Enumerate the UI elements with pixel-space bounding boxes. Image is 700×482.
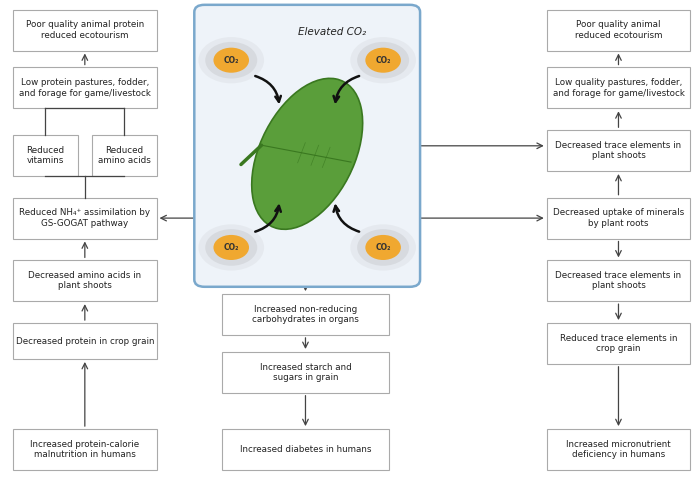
Ellipse shape [252,79,363,229]
FancyBboxPatch shape [547,67,690,108]
Circle shape [350,37,416,83]
Text: CO₂: CO₂ [375,56,391,65]
FancyBboxPatch shape [222,352,389,393]
FancyBboxPatch shape [547,198,690,239]
Text: Decreased protein in crop grain: Decreased protein in crop grain [15,336,154,346]
Text: Low protein pastures, fodder,
and forage for game/livestock: Low protein pastures, fodder, and forage… [19,78,150,98]
Circle shape [214,48,249,73]
FancyBboxPatch shape [547,323,690,364]
Text: Reduced NH₄⁺ assimilation by
GS-GOGAT pathway: Reduced NH₄⁺ assimilation by GS-GOGAT pa… [20,208,150,228]
FancyBboxPatch shape [547,10,690,51]
Text: Decreased uptake of minerals
by plant roots: Decreased uptake of minerals by plant ro… [553,208,684,228]
FancyBboxPatch shape [13,198,157,239]
Text: Reduced trace elements in
crop grain: Reduced trace elements in crop grain [560,334,677,353]
Circle shape [365,48,401,73]
FancyBboxPatch shape [547,429,690,470]
Text: CO₂: CO₂ [375,243,391,252]
Text: Elevated CO₂: Elevated CO₂ [298,27,366,37]
Circle shape [357,229,409,266]
FancyBboxPatch shape [547,260,690,301]
Text: Decreased trace elements in
plant shoots: Decreased trace elements in plant shoots [555,271,682,291]
Circle shape [205,42,257,79]
Circle shape [205,229,257,266]
Text: Increased starch and
sugars in grain: Increased starch and sugars in grain [260,362,351,382]
Text: CO₂: CO₂ [223,56,239,65]
Text: Increased protein-calorie
malnutrition in humans: Increased protein-calorie malnutrition i… [30,440,139,459]
Text: Decreased amino acids in
plant shoots: Decreased amino acids in plant shoots [28,271,141,291]
Text: Decreased trace elements in
plant shoots: Decreased trace elements in plant shoots [555,141,682,161]
FancyBboxPatch shape [195,5,420,287]
FancyBboxPatch shape [222,294,389,335]
FancyBboxPatch shape [13,323,157,359]
FancyBboxPatch shape [547,130,690,171]
Circle shape [350,224,416,270]
Circle shape [365,235,401,260]
Text: Increased non-reducing
carbohydrates in organs: Increased non-reducing carbohydrates in … [252,305,359,324]
FancyBboxPatch shape [13,135,78,176]
Text: Low quality pastures, fodder,
and forage for game/livestock: Low quality pastures, fodder, and forage… [552,78,685,98]
Circle shape [357,42,409,79]
Circle shape [198,37,264,83]
Text: Increased micronutrient
deficiency in humans: Increased micronutrient deficiency in hu… [566,440,671,459]
Text: Increased diabetes in humans: Increased diabetes in humans [239,445,371,454]
FancyBboxPatch shape [13,67,157,108]
FancyBboxPatch shape [13,260,157,301]
FancyBboxPatch shape [92,135,157,176]
Text: Reduced
amino acids: Reduced amino acids [98,146,150,165]
Text: Poor quality animal protein
reduced ecotourism: Poor quality animal protein reduced ecot… [26,20,144,40]
Text: Poor quality animal
reduced ecotourism: Poor quality animal reduced ecotourism [575,20,662,40]
FancyBboxPatch shape [13,10,157,51]
Circle shape [198,224,264,270]
Circle shape [214,235,249,260]
FancyBboxPatch shape [222,429,389,470]
Text: CO₂: CO₂ [223,243,239,252]
FancyBboxPatch shape [13,429,157,470]
Text: Reduced
vitamins: Reduced vitamins [27,146,64,165]
